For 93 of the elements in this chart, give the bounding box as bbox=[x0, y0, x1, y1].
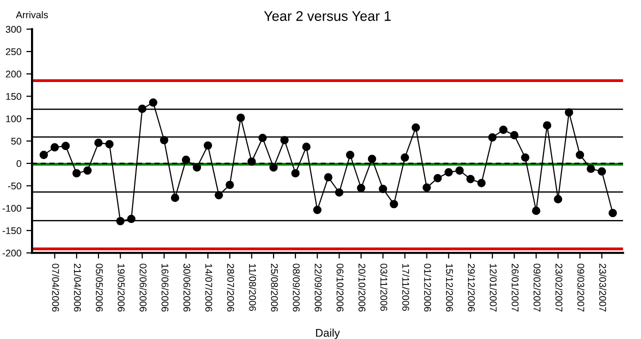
point bbox=[378, 184, 388, 194]
y-tick-label: 250 bbox=[6, 48, 22, 56]
x-tick-label: 02/06/2006 bbox=[140, 264, 147, 312]
point bbox=[149, 98, 158, 107]
point bbox=[477, 178, 486, 188]
y-tick-label: 0 bbox=[16, 160, 22, 168]
point bbox=[226, 180, 234, 190]
x-tick-label: 20/10/2006 bbox=[358, 264, 366, 312]
y-tick-label: -100 bbox=[2, 204, 22, 212]
x-tick-label: 22/09/2006 bbox=[314, 264, 322, 312]
point bbox=[61, 142, 70, 150]
x-tick-label: 29/12/2006 bbox=[468, 264, 476, 312]
x-tick-label: 28/07/2006 bbox=[227, 264, 234, 312]
point bbox=[586, 164, 596, 173]
point bbox=[335, 188, 344, 197]
x-tick-label: 15/12/2006 bbox=[446, 264, 454, 312]
point bbox=[160, 136, 168, 144]
point bbox=[400, 153, 410, 162]
point bbox=[356, 184, 366, 192]
x-tick-label: 07/04/2006 bbox=[52, 264, 60, 312]
x-tick-label: 09/02/2007 bbox=[534, 264, 541, 312]
x-tick-label: 16/06/2006 bbox=[162, 264, 169, 312]
point bbox=[248, 157, 256, 166]
point bbox=[192, 163, 202, 172]
x-tick-label: 17/11/2006 bbox=[402, 264, 410, 311]
y-tick-label: 200 bbox=[6, 70, 22, 78]
point bbox=[466, 174, 475, 184]
point bbox=[50, 143, 59, 152]
point bbox=[542, 121, 552, 130]
point bbox=[94, 138, 103, 147]
point bbox=[422, 183, 431, 192]
point bbox=[258, 134, 267, 142]
x-tick-label: 23/02/2007 bbox=[555, 264, 563, 312]
point bbox=[576, 150, 584, 160]
y-tick-label: -50 bbox=[8, 182, 22, 190]
point bbox=[521, 153, 530, 162]
point bbox=[455, 166, 464, 175]
point bbox=[608, 208, 617, 218]
y-tick-label: 50 bbox=[11, 138, 22, 145]
chart-title: Year 2 versus Year 1 bbox=[264, 11, 391, 21]
point bbox=[72, 169, 81, 178]
x-tick-label: 19/05/2006 bbox=[118, 264, 125, 312]
point bbox=[390, 200, 398, 208]
point bbox=[116, 216, 125, 226]
point bbox=[83, 166, 92, 175]
point bbox=[532, 206, 540, 215]
point bbox=[434, 174, 442, 182]
point bbox=[564, 108, 574, 117]
point bbox=[313, 206, 322, 214]
x-tick-label: 21/04/2006 bbox=[74, 264, 82, 312]
point bbox=[269, 163, 278, 172]
x-tick-label: 25/08/2006 bbox=[270, 264, 278, 312]
point bbox=[105, 140, 114, 148]
x-tick-label: 01/12/2006 bbox=[424, 264, 432, 312]
x-tick-label: 14/07/2006 bbox=[205, 264, 212, 312]
y-tick-label: -150 bbox=[2, 227, 22, 234]
point bbox=[554, 195, 562, 204]
x-tick-label: 11/08/2006 bbox=[249, 264, 256, 311]
x-tick-label: 05/05/2006 bbox=[96, 264, 103, 312]
x-tick-label: 30/06/2006 bbox=[183, 264, 191, 312]
point bbox=[302, 142, 311, 152]
point bbox=[324, 173, 332, 182]
point bbox=[368, 154, 376, 164]
point bbox=[291, 169, 300, 178]
x-tick-label: 06/10/2006 bbox=[336, 264, 344, 312]
point bbox=[236, 114, 245, 122]
point bbox=[412, 123, 420, 132]
y-tick-label: -200 bbox=[2, 250, 22, 257]
x-tick-label: 09/03/2007 bbox=[577, 264, 584, 312]
point bbox=[444, 168, 453, 177]
point bbox=[510, 131, 518, 140]
point bbox=[214, 191, 224, 200]
point bbox=[346, 150, 354, 160]
point bbox=[170, 194, 180, 202]
point bbox=[499, 126, 508, 134]
point bbox=[40, 150, 48, 160]
point bbox=[488, 133, 497, 142]
y-tick-label: 300 bbox=[6, 26, 22, 33]
point bbox=[204, 141, 212, 150]
x-axis-title: Daily bbox=[316, 328, 340, 339]
point bbox=[598, 167, 606, 176]
x-tick-label: 08/09/2006 bbox=[292, 264, 300, 312]
x-tick-label: 23/03/2007 bbox=[599, 264, 606, 312]
point bbox=[138, 104, 146, 113]
point bbox=[280, 136, 289, 144]
x-tick-label: 12/01/2007 bbox=[490, 264, 497, 312]
x-tick-label: 03/11/2006 bbox=[380, 264, 388, 311]
y-tick-label: 100 bbox=[6, 115, 22, 122]
point bbox=[127, 214, 136, 224]
point bbox=[182, 156, 190, 164]
y-tick-label: 150 bbox=[6, 93, 22, 100]
y-axis-title: Arrivals bbox=[16, 11, 48, 18]
x-tick-label: 26/01/2007 bbox=[512, 264, 519, 312]
